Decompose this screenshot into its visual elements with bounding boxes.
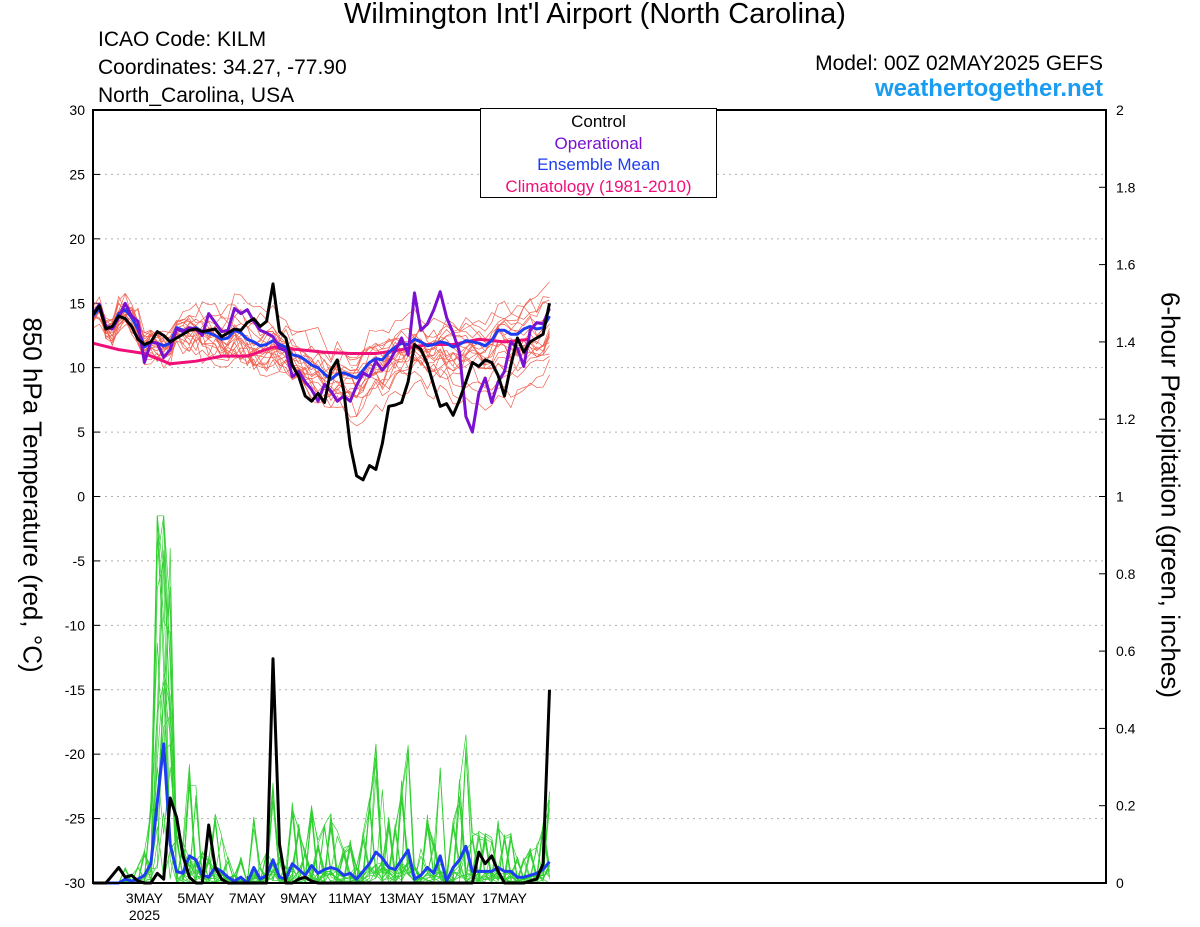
right-tick-label: 1: [1116, 489, 1124, 505]
model-run: Model: 00Z 02MAY2025 GEFS: [815, 52, 1103, 75]
right-tick-label: 1.8: [1116, 179, 1136, 195]
left-tick-label: 15: [69, 295, 85, 311]
x-tick-label: 3MAY: [126, 890, 164, 906]
x-year-label: 2025: [129, 907, 160, 923]
station-info: ICAO Code: KILM Coordinates: 34.27, -77.…: [98, 26, 347, 110]
right-tick-label: 2: [1116, 102, 1124, 118]
precip-member-line: [93, 716, 550, 884]
x-tick-label: 9MAY: [280, 890, 318, 906]
x-tick-label: 17MAY: [482, 890, 528, 906]
precip-member-line: [93, 681, 550, 884]
right-tick-label: 0.2: [1116, 798, 1136, 814]
x-tick-label: 13MAY: [379, 890, 425, 906]
precip-member-line: [93, 548, 550, 884]
legend-control: Control: [571, 112, 626, 131]
coordinates: Coordinates: 34.27, -77.90: [98, 56, 347, 79]
left-tick-label: 25: [69, 166, 85, 182]
left-tick-label: 0: [77, 489, 85, 505]
temp-member-line: [92, 296, 550, 374]
temp-member-line: [92, 310, 550, 390]
operational-line: [91, 290, 551, 434]
right-tick-label: 1.4: [1116, 334, 1136, 350]
x-tick-label: 5MAY: [177, 890, 215, 906]
right-axis-label: 6-hour Precipitation (green, inches): [1155, 291, 1186, 699]
left-tick-label: -30: [65, 875, 85, 891]
legend-ensemble-mean: Ensemble Mean: [537, 155, 660, 174]
right-tick-label: 0: [1116, 875, 1124, 891]
chart-title: Wilmington Int'l Airport (North Carolina…: [344, 0, 846, 30]
left-tick-label: -5: [73, 553, 86, 569]
precip-member-line: [93, 673, 550, 884]
left-tick-label: -20: [65, 746, 85, 762]
left-tick-label: 30: [69, 102, 85, 118]
temp-member-line: [92, 293, 550, 376]
left-axis-label: 850 hPa Temperature (red, °C): [17, 317, 48, 673]
left-tick-label: 5: [77, 424, 85, 440]
legend: Control Operational Ensemble Mean Climat…: [480, 108, 717, 198]
legend-operational: Operational: [554, 133, 643, 153]
temp-member-line: [92, 292, 550, 417]
temp-member-line: [92, 308, 550, 399]
left-tick-label: -10: [65, 617, 85, 633]
site-link[interactable]: weathertogether.net: [874, 75, 1103, 102]
region: North_Carolina, USA: [98, 84, 295, 107]
precip-member-line: [93, 734, 550, 884]
left-tick-label: -15: [65, 682, 85, 698]
right-tick-label: 0.6: [1116, 643, 1136, 659]
left-tick-label: 20: [69, 231, 85, 247]
legend-climatology: Climatology (1981-2010): [505, 176, 692, 196]
control-line: [91, 282, 551, 482]
x-tick-label: 15MAY: [431, 890, 477, 906]
temp-mean-line: [91, 306, 551, 381]
icao-code: ICAO Code: KILM: [98, 28, 267, 51]
right-tick-label: 0.8: [1116, 566, 1136, 582]
left-tick-label: -25: [65, 811, 85, 827]
x-tick-label: 11MAY: [328, 890, 372, 906]
right-tick-label: 1.2: [1116, 411, 1136, 427]
right-tick-label: 1.6: [1116, 257, 1136, 273]
temp-member-line: [92, 310, 550, 404]
right-tick-label: 0.4: [1116, 720, 1136, 736]
x-tick-label: 7MAY: [229, 890, 267, 906]
left-tick-label: 10: [69, 360, 85, 376]
